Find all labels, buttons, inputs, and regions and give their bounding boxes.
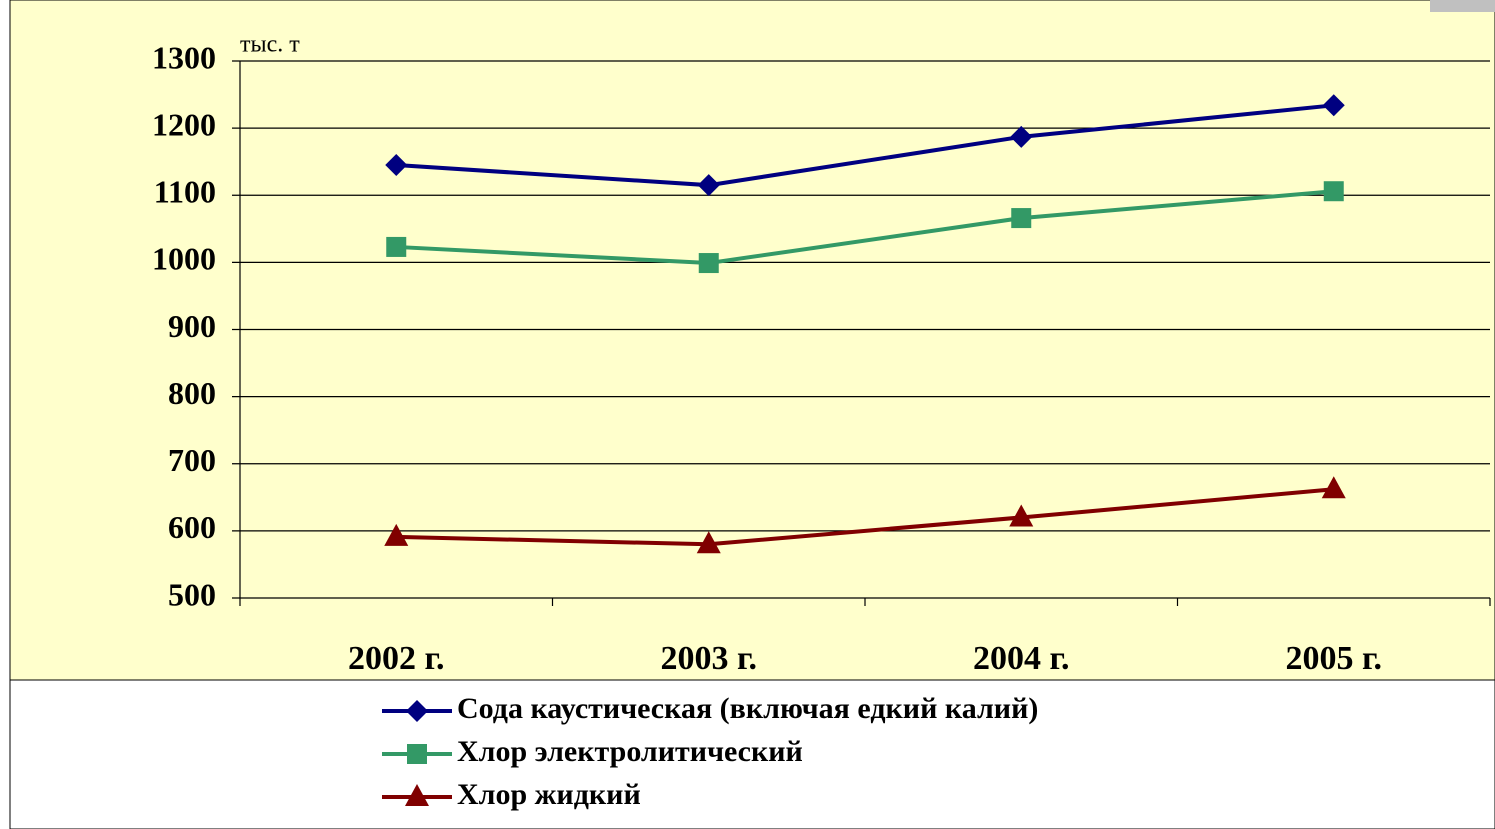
point	[1323, 181, 1344, 202]
legend-label: Сода каустическая (включая едкий калий)	[457, 692, 1038, 725]
point	[698, 253, 719, 274]
legend-box	[9, 679, 1495, 829]
y-tick-label: 600	[168, 509, 216, 545]
y-tick-label: 1200	[152, 106, 216, 142]
point	[1321, 476, 1346, 499]
point	[386, 236, 407, 257]
point	[697, 174, 720, 197]
unit-label: тыс. т	[240, 32, 300, 58]
legend-label: Хлор жидкий	[457, 778, 641, 811]
y-tick-label: 500	[168, 576, 216, 612]
legend-marker	[405, 784, 429, 806]
corner-block	[1430, 0, 1495, 12]
point	[1322, 94, 1345, 117]
chart-area	[9, 0, 1495, 681]
point	[1011, 208, 1032, 229]
x-tick-label: 2005 г.	[1285, 640, 1382, 677]
point	[696, 531, 721, 554]
point	[1010, 125, 1033, 148]
legend-label: Хлор электролитический	[457, 735, 803, 768]
x-tick-label: 2002 г.	[348, 640, 445, 677]
point	[1009, 504, 1034, 527]
legend-marker	[406, 700, 428, 722]
point	[385, 154, 408, 177]
y-tick-label: 700	[168, 442, 216, 478]
y-tick-label: 1100	[154, 174, 216, 210]
y-tick-label: 1300	[152, 39, 216, 75]
legend-marker	[407, 744, 427, 764]
x-tick-label: 2003 г.	[660, 640, 757, 677]
series-line	[396, 487, 1334, 547]
y-tick-label: 1000	[152, 241, 216, 277]
series-line	[396, 103, 1334, 188]
series-line	[396, 189, 1334, 266]
point	[384, 523, 409, 546]
x-tick-label: 2004 г.	[973, 640, 1070, 677]
y-tick-label: 800	[168, 375, 216, 411]
y-tick-label: 900	[168, 308, 216, 344]
